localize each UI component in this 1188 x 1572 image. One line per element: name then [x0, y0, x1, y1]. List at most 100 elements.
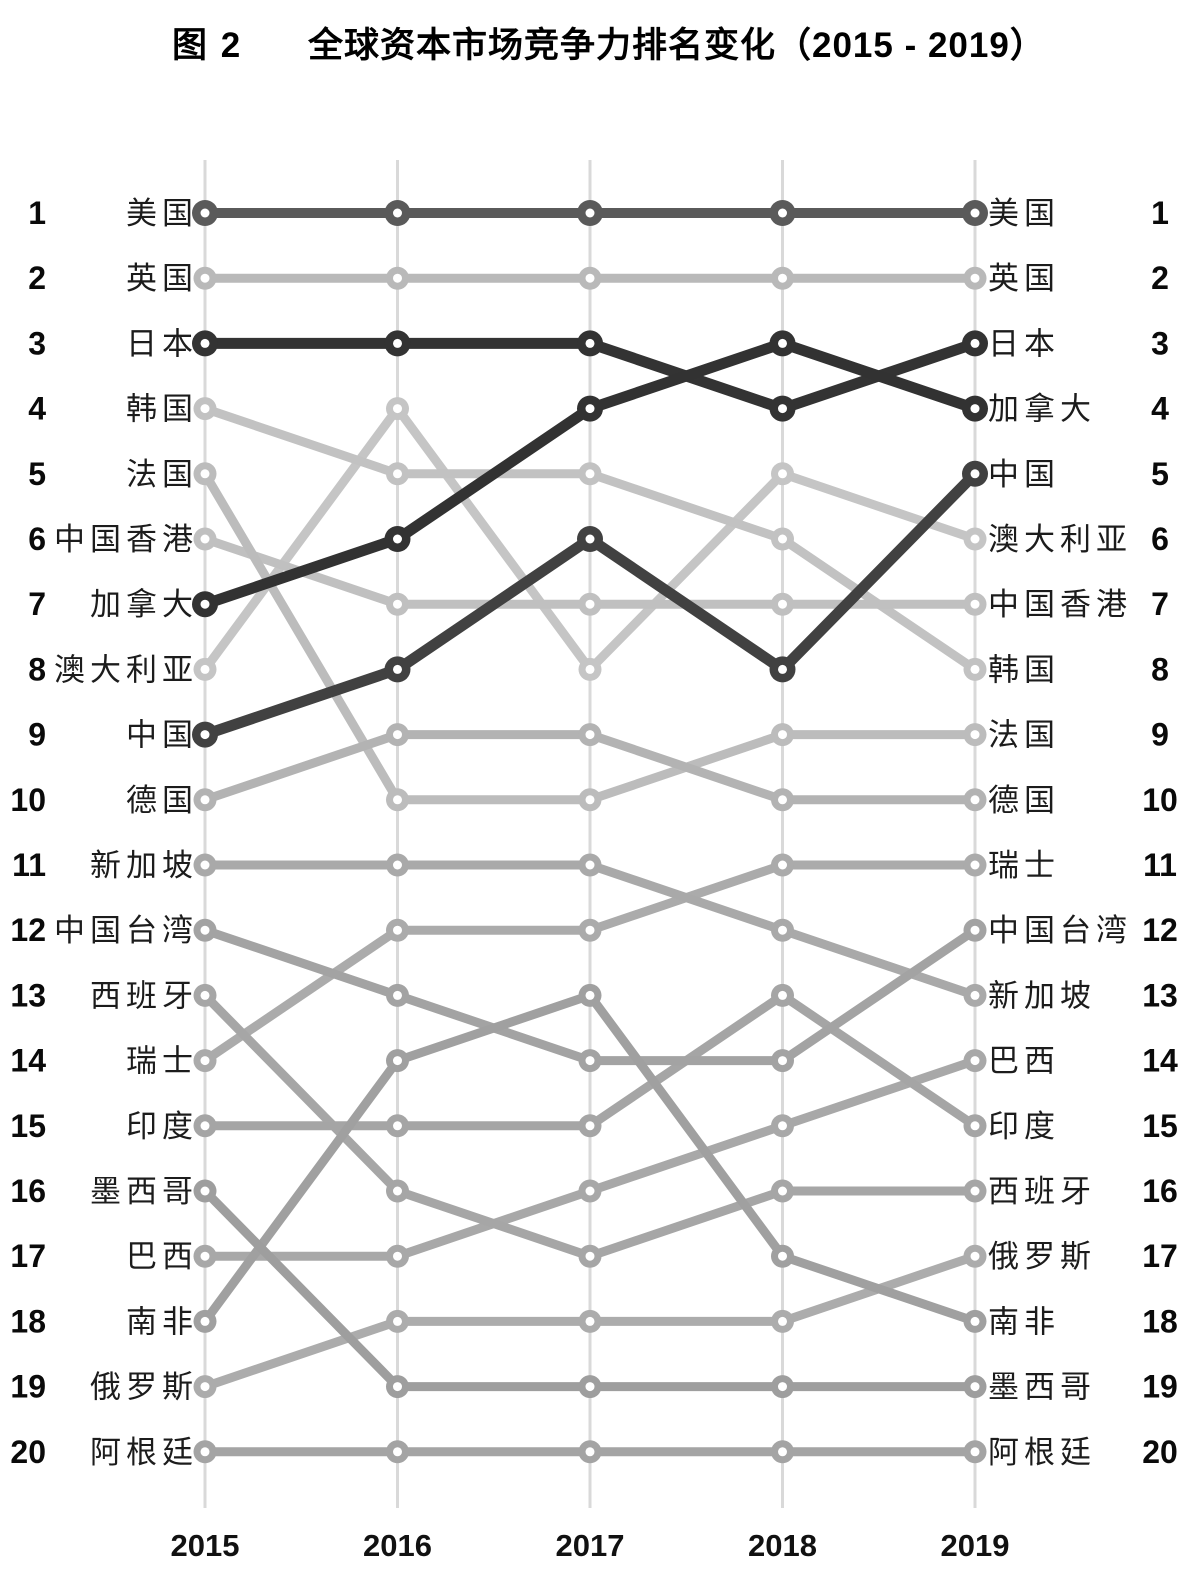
series-marker-hole-singapore-2019 — [970, 990, 980, 1000]
right-rank-number-10: 10 — [1142, 782, 1178, 818]
series-marker-hole-canada-2016 — [393, 534, 402, 544]
right-rank-number-13: 13 — [1142, 977, 1178, 1013]
series-marker-hole-south-korea-2015 — [200, 404, 210, 414]
series-marker-hole-brazil-2019 — [970, 1056, 980, 1066]
right-country-label-germany: 德国 — [988, 783, 1060, 818]
series-marker-hole-hong-kong-2018 — [778, 599, 787, 609]
right-rank-number-4: 4 — [1151, 391, 1169, 427]
series-marker-hole-japan-2016 — [393, 338, 402, 348]
series-marker-hole-china-2015 — [200, 730, 210, 740]
series-marker-hole-india-2018 — [778, 990, 787, 1000]
year-label-2016: 2016 — [363, 1528, 432, 1563]
series-marker-hole-australia-2015 — [200, 664, 210, 674]
series-marker-hole-argentina-2017 — [585, 1447, 595, 1457]
series-marker-hole-france-2017 — [585, 795, 595, 805]
series-marker-hole-germany-2019 — [970, 795, 980, 805]
figure-title-text: 全球资本市场竞争力排名变化（2015 - 2019） — [308, 25, 1046, 65]
series-marker-hole-brazil-2015 — [200, 1251, 210, 1261]
series-marker-hole-mexico-2018 — [778, 1382, 787, 1392]
left-country-label-south-africa: 南非 — [126, 1304, 198, 1339]
right-country-label-south-korea: 韩国 — [988, 652, 1060, 687]
year-label-2019: 2019 — [941, 1528, 1010, 1563]
series-marker-hole-hong-kong-2015 — [200, 534, 210, 544]
series-marker-hole-china-2017 — [585, 534, 595, 544]
left-country-label-south-korea: 韩国 — [126, 392, 198, 427]
series-marker-hole-uk-2015 — [200, 273, 210, 283]
series-marker-hole-russia-2018 — [778, 1316, 787, 1326]
series-marker-hole-spain-2016 — [393, 1186, 402, 1196]
series-marker-hole-australia-2018 — [778, 469, 787, 479]
series-marker-hole-france-2019 — [970, 730, 980, 740]
series-marker-hole-canada-2017 — [585, 404, 595, 414]
year-label-2015: 2015 — [171, 1528, 240, 1563]
chart-title: 图 2 全球资本市场竞争力排名变化（2015 - 2019） — [0, 14, 1188, 70]
left-country-label-brazil: 巴西 — [126, 1239, 198, 1274]
series-marker-hole-switzerland-2015 — [200, 1056, 210, 1066]
series-marker-hole-russia-2015 — [200, 1382, 210, 1392]
series-marker-hole-uk-2019 — [970, 273, 980, 283]
left-country-label-russia: 俄罗斯 — [90, 1370, 198, 1405]
right-rank-number-15: 15 — [1142, 1108, 1178, 1144]
left-rank-number-15: 15 — [10, 1108, 46, 1144]
left-rank-number-18: 18 — [10, 1303, 46, 1339]
series-marker-hole-germany-2018 — [778, 795, 787, 805]
series-marker-hole-mexico-2015 — [200, 1186, 210, 1196]
series-marker-hole-taiwan-2015 — [200, 925, 210, 935]
series-marker-hole-mexico-2017 — [585, 1382, 595, 1392]
series-marker-hole-canada-2019 — [970, 404, 980, 414]
left-rank-number-9: 9 — [28, 717, 46, 753]
series-marker-hole-argentina-2015 — [200, 1447, 210, 1457]
left-country-label-japan: 日本 — [126, 326, 198, 361]
series-marker-hole-argentina-2016 — [393, 1447, 402, 1457]
series-marker-hole-spain-2017 — [585, 1251, 595, 1261]
left-rank-number-6: 6 — [28, 521, 46, 557]
right-country-label-singapore: 新加坡 — [988, 978, 1096, 1013]
right-country-label-usa: 美国 — [988, 196, 1060, 231]
series-marker-hole-south-korea-2017 — [585, 469, 595, 479]
series-marker-hole-argentina-2018 — [778, 1447, 787, 1457]
series-marker-hole-hong-kong-2017 — [585, 599, 595, 609]
left-rank-number-16: 16 — [10, 1173, 46, 1209]
series-marker-hole-argentina-2019 — [970, 1447, 980, 1457]
right-country-label-switzerland: 瑞士 — [988, 848, 1060, 883]
series-marker-hole-india-2015 — [200, 1121, 210, 1131]
left-country-label-usa: 美国 — [126, 196, 198, 231]
left-country-label-mexico: 墨西哥 — [90, 1174, 198, 1209]
series-marker-hole-south-africa-2015 — [200, 1316, 210, 1326]
series-marker-hole-japan-2018 — [778, 404, 787, 414]
series-marker-hole-japan-2019 — [970, 338, 980, 348]
left-country-label-argentina: 阿根廷 — [90, 1435, 198, 1470]
series-marker-hole-canada-2015 — [200, 599, 210, 609]
series-marker-hole-south-africa-2016 — [393, 1056, 402, 1066]
right-country-label-mexico: 墨西哥 — [988, 1370, 1096, 1405]
series-marker-hole-switzerland-2018 — [778, 860, 787, 870]
right-country-label-hong-kong: 中国香港 — [988, 587, 1132, 622]
series-marker-hole-australia-2017 — [585, 664, 595, 674]
series-marker-hole-south-korea-2016 — [393, 469, 402, 479]
series-marker-hole-uk-2018 — [778, 273, 787, 283]
left-country-label-france: 法国 — [126, 457, 198, 492]
right-country-label-spain: 西班牙 — [988, 1174, 1096, 1209]
series-marker-hole-south-korea-2019 — [970, 664, 980, 674]
series-marker-hole-singapore-2018 — [778, 925, 787, 935]
series-marker-hole-switzerland-2019 — [970, 860, 980, 870]
left-country-label-hong-kong: 中国香港 — [54, 522, 198, 557]
left-rank-number-20: 20 — [10, 1434, 46, 1470]
left-rank-number-8: 8 — [28, 651, 46, 687]
right-rank-number-8: 8 — [1151, 651, 1169, 687]
series-marker-hole-taiwan-2016 — [393, 990, 402, 1000]
series-marker-hole-germany-2017 — [585, 730, 595, 740]
right-country-label-south-africa: 南非 — [988, 1304, 1060, 1339]
right-country-label-canada: 加拿大 — [988, 392, 1096, 427]
left-rank-number-1: 1 — [28, 195, 46, 231]
series-marker-hole-switzerland-2016 — [393, 925, 402, 935]
right-country-label-australia: 澳大利亚 — [988, 522, 1132, 557]
left-country-label-taiwan: 中国台湾 — [54, 913, 198, 948]
left-country-label-india: 印度 — [126, 1109, 198, 1144]
figure-number-label: 图 2 — [172, 25, 243, 65]
right-country-label-russia: 俄罗斯 — [988, 1239, 1096, 1274]
series-marker-hole-switzerland-2017 — [585, 925, 595, 935]
left-country-label-australia: 澳大利亚 — [54, 652, 198, 687]
right-rank-number-7: 7 — [1151, 586, 1169, 622]
